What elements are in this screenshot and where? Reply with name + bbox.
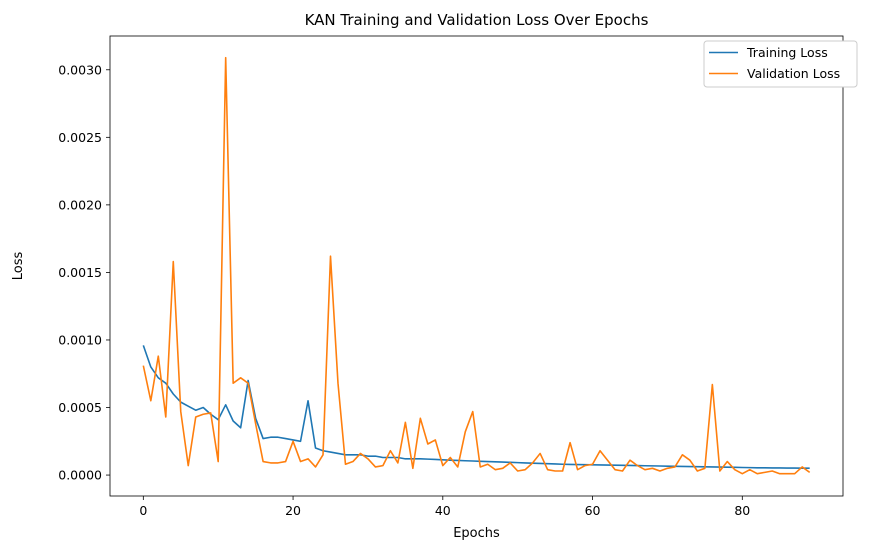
plot-series-layer — [142, 56, 811, 475]
x-tick-label: 0 — [139, 503, 147, 518]
legend-box — [703, 40, 858, 88]
x-tick-label: 40 — [435, 503, 451, 518]
legend-label-training-loss: Training Loss — [746, 45, 828, 60]
series-line-validation-loss — [142, 56, 811, 475]
y-tick-label: 0.0025 — [58, 130, 102, 145]
y-tick-label: 0.0005 — [58, 400, 102, 415]
plot-frame — [109, 35, 844, 497]
x-axis: 0 20 40 60 80 — [139, 496, 750, 518]
legend: Training Loss Validation Loss — [703, 40, 858, 88]
y-tick-label: 0.0030 — [58, 62, 102, 77]
y-tick-label: 0.0020 — [58, 197, 102, 212]
y-axis-label: Loss — [11, 252, 26, 281]
x-tick-label: 20 — [285, 503, 301, 518]
y-tick-label: 0.0010 — [58, 332, 102, 347]
x-axis-label: Epochs — [453, 526, 500, 541]
series-line-training-loss — [142, 345, 810, 469]
x-tick-label: 80 — [734, 503, 750, 518]
x-tick-label: 60 — [585, 503, 601, 518]
chart-title: KAN Training and Validation Loss Over Ep… — [305, 11, 649, 29]
y-tick-label: 0.0015 — [58, 265, 102, 280]
y-axis: 0.0000 0.0005 0.0010 0.0015 0.0020 0.0025 0.00… — [58, 62, 110, 483]
legend-label-validation-loss: Validation Loss — [747, 66, 840, 81]
y-tick-label: 0.0000 — [58, 468, 102, 483]
